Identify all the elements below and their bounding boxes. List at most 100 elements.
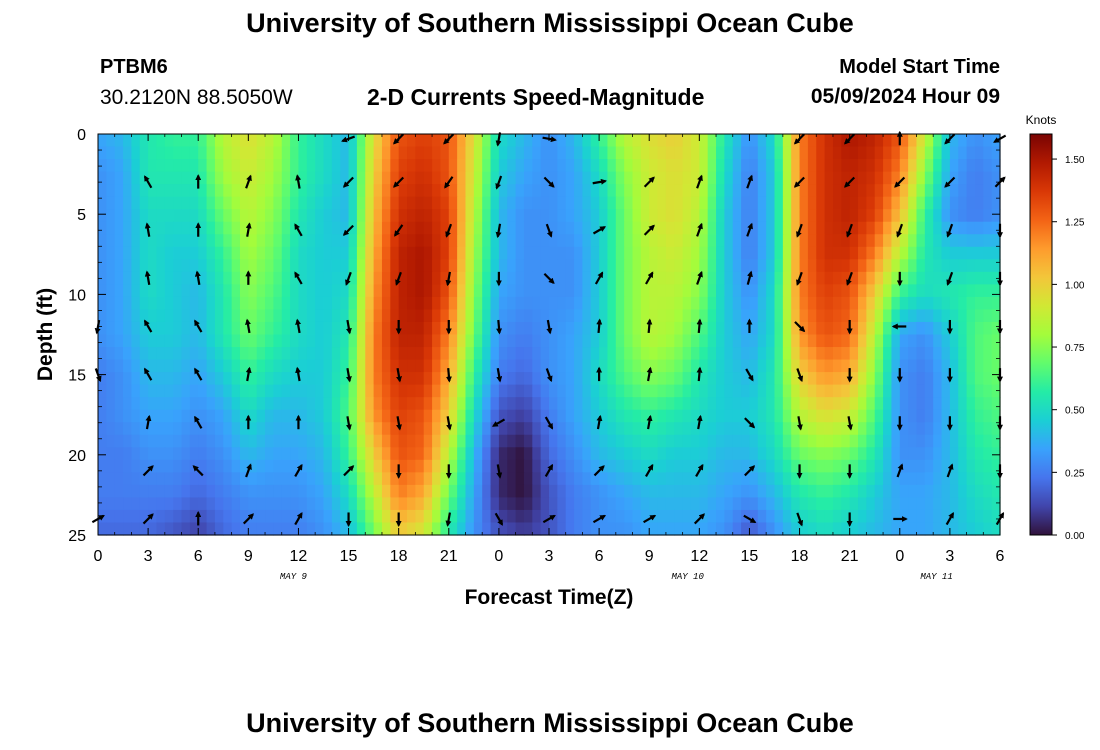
heat-cell bbox=[523, 146, 533, 160]
heat-cell bbox=[916, 309, 926, 323]
heat-cell bbox=[306, 447, 316, 461]
heat-cell bbox=[315, 347, 325, 361]
heat-cell bbox=[156, 447, 166, 461]
heat-cell bbox=[432, 397, 442, 411]
heat-cell bbox=[273, 409, 283, 423]
heat-cell bbox=[916, 284, 926, 298]
current-arrow bbox=[796, 223, 803, 238]
heat-cell bbox=[298, 509, 308, 524]
heat-cell bbox=[549, 484, 558, 499]
heat-cell bbox=[457, 159, 467, 173]
heat-cell bbox=[206, 209, 216, 223]
heat-cell bbox=[198, 284, 208, 298]
heat-cell bbox=[824, 284, 834, 298]
heat-cell bbox=[690, 196, 700, 210]
heat-cell bbox=[757, 334, 767, 348]
heat-cell bbox=[181, 522, 191, 536]
heat-cell bbox=[874, 209, 884, 223]
heat-cell bbox=[724, 271, 734, 285]
heat-cell bbox=[832, 459, 842, 473]
heat-cell bbox=[523, 296, 533, 311]
heat-cell bbox=[983, 334, 993, 348]
heat-cell bbox=[507, 209, 517, 223]
heat-cell bbox=[206, 359, 216, 373]
heat-cell bbox=[256, 472, 266, 486]
heat-cell bbox=[724, 334, 734, 348]
heat-cell bbox=[632, 284, 642, 298]
heat-cell bbox=[657, 347, 667, 361]
heat-cell bbox=[114, 472, 124, 486]
heat-cell bbox=[858, 359, 867, 373]
heat-cell bbox=[239, 234, 249, 248]
heat-cell bbox=[265, 171, 274, 185]
heat-cell bbox=[114, 271, 124, 285]
heat-cell bbox=[373, 234, 383, 248]
heat-cell bbox=[707, 321, 717, 336]
heat-cell bbox=[290, 271, 300, 285]
heat-cell bbox=[632, 234, 642, 248]
heat-cell bbox=[565, 409, 575, 423]
heat-cell bbox=[256, 422, 266, 436]
heat-cell bbox=[323, 246, 333, 260]
heat-cell bbox=[858, 246, 867, 260]
heat-cell bbox=[181, 422, 191, 436]
heat-cell bbox=[507, 422, 517, 436]
heat-cell bbox=[916, 146, 926, 160]
heat-cell bbox=[448, 359, 458, 373]
heat-cell bbox=[540, 296, 550, 311]
heat-cell bbox=[256, 484, 266, 499]
heat-cell bbox=[256, 347, 266, 361]
heat-cell bbox=[148, 284, 158, 298]
heat-cell bbox=[782, 409, 792, 423]
heat-cell bbox=[782, 359, 792, 373]
current-arrow bbox=[242, 513, 254, 525]
heat-cell bbox=[432, 221, 442, 235]
heat-cell bbox=[640, 334, 650, 348]
heat-cell bbox=[741, 284, 751, 298]
heat-cell bbox=[816, 522, 826, 536]
heat-cell bbox=[799, 334, 809, 348]
heat-cell bbox=[899, 359, 909, 373]
heat-cell bbox=[732, 409, 742, 423]
heat-cell bbox=[156, 472, 166, 486]
heat-cell bbox=[682, 171, 692, 185]
heat-cell bbox=[498, 459, 508, 473]
heat-cell bbox=[707, 447, 717, 461]
heat-cell bbox=[549, 146, 558, 160]
heat-cell bbox=[916, 321, 926, 336]
heat-cell bbox=[273, 497, 283, 511]
heat-cell bbox=[148, 234, 158, 248]
heat-cell bbox=[599, 359, 609, 373]
heat-cell bbox=[515, 372, 525, 386]
heat-cell bbox=[482, 321, 492, 336]
heat-cell bbox=[306, 459, 316, 473]
heat-cell bbox=[390, 372, 400, 386]
colorbar-tick-label: 0.50 bbox=[1065, 406, 1085, 417]
heat-cell bbox=[398, 321, 408, 336]
heat-cell bbox=[381, 271, 391, 285]
heat-cell bbox=[774, 447, 784, 461]
heat-cell bbox=[532, 171, 542, 185]
heat-cell bbox=[306, 522, 316, 536]
heat-cell bbox=[732, 309, 742, 323]
current-arrow bbox=[946, 223, 954, 238]
heat-cell bbox=[223, 271, 233, 285]
heat-cell bbox=[757, 434, 767, 448]
heat-cell bbox=[590, 146, 600, 160]
heat-cell bbox=[465, 284, 475, 298]
heat-cell bbox=[114, 447, 124, 461]
heat-cell bbox=[824, 347, 834, 361]
heat-cell bbox=[590, 221, 600, 235]
heat-cell bbox=[941, 522, 951, 536]
heat-cell bbox=[131, 359, 141, 373]
colorbar-tick-label: 1.50 bbox=[1065, 155, 1085, 166]
heat-cell bbox=[273, 159, 283, 173]
heat-cell bbox=[148, 422, 158, 436]
y-tick-label: 0 bbox=[77, 127, 86, 144]
heat-cell bbox=[966, 296, 976, 311]
heat-cell bbox=[173, 209, 183, 223]
heat-cell bbox=[189, 209, 199, 223]
heat-cell bbox=[423, 409, 433, 423]
heat-cell bbox=[690, 184, 700, 198]
heat-cell bbox=[398, 184, 408, 198]
